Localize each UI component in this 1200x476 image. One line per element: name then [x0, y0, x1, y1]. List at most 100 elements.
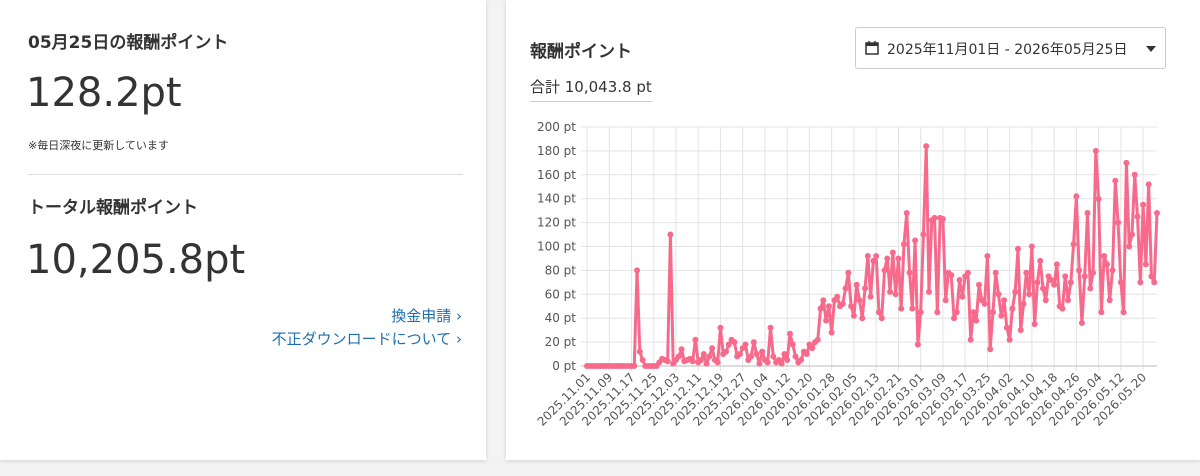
point [1001, 297, 1008, 304]
point [636, 348, 643, 355]
point [1087, 285, 1094, 292]
y-tick-label: 40 pt [545, 311, 577, 325]
point [892, 291, 899, 298]
point [703, 360, 710, 367]
line [587, 144, 1159, 368]
point [959, 293, 966, 300]
point [1154, 210, 1160, 217]
y-tick-label: 100 pt [537, 240, 576, 254]
point [809, 345, 816, 352]
point [789, 341, 796, 348]
point [1148, 273, 1155, 280]
date-picker[interactable]: 2025年11月01日 - 2026年05月25日 [855, 27, 1166, 69]
point [1065, 297, 1072, 304]
point [731, 339, 738, 346]
point [1145, 181, 1152, 188]
y-tick-label: 0 pt [552, 359, 576, 373]
sum: 合計 10,043.8 pt [530, 76, 652, 102]
link[interactable]: 換金申請 › [391, 307, 462, 325]
point [725, 341, 732, 348]
point [717, 324, 724, 331]
point [753, 351, 760, 358]
point [700, 351, 707, 358]
chart-card: 報酬ポイント 2025年11月01日 - 2026年05月25日 合計 10,0… [506, 0, 1200, 460]
link[interactable]: 不正ダウンロードについて › [271, 330, 462, 348]
point [631, 363, 638, 369]
point [759, 348, 766, 355]
point [767, 324, 774, 331]
point [1151, 279, 1158, 286]
point [1067, 279, 1074, 286]
y-tick-label: 140 pt [537, 192, 576, 206]
point [781, 351, 788, 358]
point [1081, 273, 1088, 280]
point [995, 291, 1002, 298]
point [1117, 279, 1124, 286]
point [873, 253, 880, 260]
point [1128, 231, 1135, 238]
point [1042, 297, 1049, 304]
point [884, 255, 891, 262]
daily-value: 128.2pt [26, 70, 182, 116]
point [948, 272, 955, 279]
point [639, 357, 646, 364]
point [678, 346, 685, 353]
point [981, 300, 988, 307]
point [675, 353, 682, 360]
point [984, 253, 991, 260]
point [709, 345, 716, 352]
point [1131, 171, 1138, 178]
point [1003, 324, 1010, 331]
point [1017, 327, 1024, 334]
total-title: トータル報酬ポイント [28, 198, 198, 218]
point [1101, 253, 1108, 260]
point [817, 305, 824, 312]
point [825, 303, 832, 310]
point [1031, 321, 1038, 328]
point [914, 341, 921, 348]
point [853, 281, 860, 288]
point [862, 285, 869, 292]
point [926, 288, 932, 295]
point [917, 309, 924, 316]
point [736, 351, 743, 358]
point [798, 357, 805, 364]
point [748, 353, 755, 360]
chart-title: 報酬ポイント [530, 42, 632, 62]
point [706, 353, 713, 360]
point [864, 253, 871, 260]
point [920, 231, 927, 238]
point [951, 315, 958, 322]
point [923, 143, 930, 150]
point [931, 214, 938, 221]
point [1059, 305, 1066, 312]
point [987, 346, 994, 353]
point [942, 297, 949, 304]
point [803, 351, 810, 358]
point [1048, 276, 1055, 283]
point [989, 309, 996, 316]
point [1078, 319, 1085, 326]
point [898, 305, 905, 312]
y-tick-label: 180 pt [537, 144, 576, 158]
y-tick-label: 120 pt [537, 216, 576, 230]
point [1034, 279, 1041, 286]
point [1142, 261, 1149, 268]
point [834, 293, 841, 300]
point [1023, 269, 1030, 276]
point [828, 329, 835, 336]
point [909, 305, 916, 312]
point [1120, 309, 1127, 316]
point [850, 312, 857, 319]
y-tick-label: 80 pt [545, 263, 577, 277]
point [878, 315, 885, 322]
point [906, 269, 913, 276]
point [939, 216, 946, 223]
point [842, 285, 849, 292]
point [976, 281, 983, 288]
point [1020, 300, 1027, 307]
point [1012, 288, 1019, 295]
point [953, 309, 960, 316]
point [845, 269, 852, 276]
point [1109, 267, 1116, 274]
